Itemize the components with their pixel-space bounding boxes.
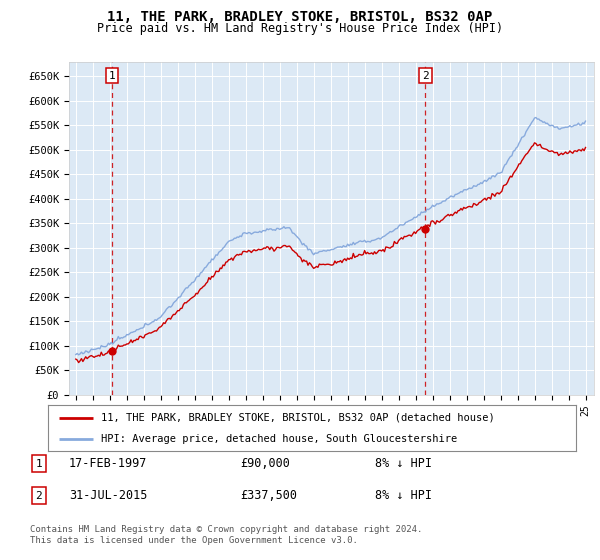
- Text: 2: 2: [422, 71, 429, 81]
- Text: 2: 2: [35, 491, 43, 501]
- Text: 11, THE PARK, BRADLEY STOKE, BRISTOL, BS32 0AP (detached house): 11, THE PARK, BRADLEY STOKE, BRISTOL, BS…: [101, 413, 494, 423]
- Text: 8% ↓ HPI: 8% ↓ HPI: [375, 489, 432, 502]
- Text: Contains HM Land Registry data © Crown copyright and database right 2024.
This d: Contains HM Land Registry data © Crown c…: [30, 525, 422, 545]
- Text: 17-FEB-1997: 17-FEB-1997: [69, 457, 148, 470]
- Text: Price paid vs. HM Land Registry's House Price Index (HPI): Price paid vs. HM Land Registry's House …: [97, 22, 503, 35]
- Text: 1: 1: [35, 459, 43, 469]
- Text: 11, THE PARK, BRADLEY STOKE, BRISTOL, BS32 0AP: 11, THE PARK, BRADLEY STOKE, BRISTOL, BS…: [107, 10, 493, 24]
- Text: 1: 1: [109, 71, 115, 81]
- Text: 8% ↓ HPI: 8% ↓ HPI: [375, 457, 432, 470]
- Text: £337,500: £337,500: [240, 489, 297, 502]
- Text: £90,000: £90,000: [240, 457, 290, 470]
- Text: HPI: Average price, detached house, South Gloucestershire: HPI: Average price, detached house, Sout…: [101, 435, 457, 444]
- Text: 31-JUL-2015: 31-JUL-2015: [69, 489, 148, 502]
